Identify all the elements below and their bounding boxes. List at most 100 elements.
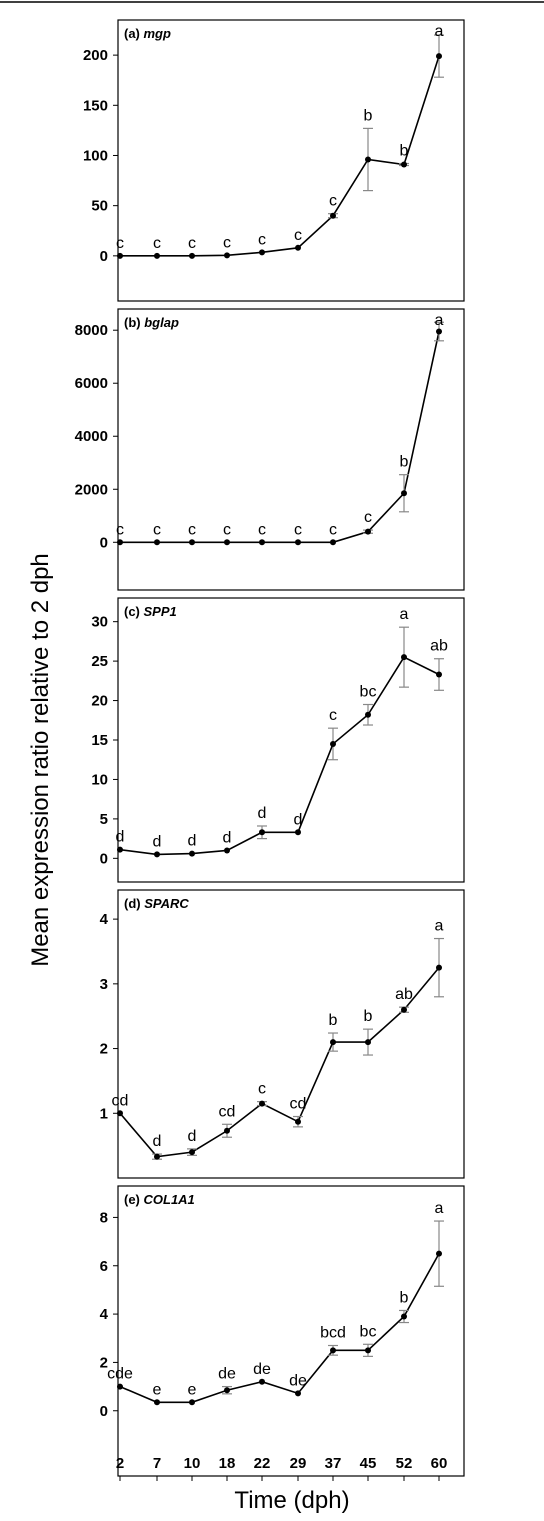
x-tick-label: 52 (396, 1455, 413, 1472)
x-tick-label: 2 (116, 1455, 124, 1472)
data-point-b (189, 539, 195, 546)
y-tick-label-b: 2000 (75, 481, 108, 498)
x-tick-label: 60 (431, 1455, 448, 1472)
y-tick-label-c: 30 (91, 614, 108, 631)
data-point-a (330, 212, 336, 219)
y-tick-label-c: 5 (100, 811, 108, 828)
data-point-a (365, 156, 371, 163)
panel-a: (a) mgp 0 50 100 150 200 c c c c c c c b b a (83, 23, 444, 265)
significance-label-a: b (400, 143, 409, 160)
significance-label-e: bcd (320, 1325, 346, 1342)
y-tick-label-d: 2 (100, 1041, 108, 1058)
data-point-b (154, 539, 160, 546)
y-tick-label-a: 200 (83, 47, 108, 64)
data-point-d (295, 1118, 301, 1125)
y-tick-label-e: 2 (100, 1354, 108, 1371)
significance-label-b: c (258, 521, 266, 538)
panel-label-c: (c) SPP1 (124, 604, 177, 619)
data-point-c (259, 829, 265, 836)
gene-name-d: SPARC (144, 896, 189, 911)
significance-label-a: c (329, 193, 337, 210)
significance-label-b: c (116, 521, 124, 538)
y-tick-label-e: 4 (100, 1306, 109, 1323)
panel-prefix-c: (c) (124, 604, 144, 619)
significance-label-c: ab (430, 638, 448, 655)
panel-prefix-a: (a) (124, 26, 144, 41)
data-point-c (401, 654, 407, 661)
data-point-e (330, 1347, 336, 1354)
y-tick-label-c: 0 (100, 850, 108, 867)
x-tick-label: 7 (153, 1455, 161, 1472)
significance-label-b: c (223, 521, 231, 538)
significance-label-b: c (329, 521, 337, 538)
significance-label-d: c (258, 1081, 266, 1098)
y-tick-label-c: 15 (91, 732, 108, 749)
data-point-d (117, 1110, 123, 1117)
significance-label-d: b (329, 1012, 338, 1029)
significance-label-e: de (253, 1361, 271, 1378)
x-tick-label: 10 (184, 1455, 201, 1472)
significance-label-c: d (223, 829, 232, 846)
significance-label-d: cd (112, 1092, 129, 1109)
data-point-c (224, 847, 230, 854)
x-tick-label: 45 (360, 1455, 377, 1472)
significance-label-e: de (218, 1366, 236, 1383)
significance-label-d: d (153, 1133, 162, 1150)
x-tick-label: 37 (325, 1455, 342, 1472)
data-point-c (189, 850, 195, 857)
significance-label-c: d (258, 805, 267, 822)
data-point-b (117, 539, 123, 546)
x-tick-label: 22 (254, 1455, 271, 1472)
data-point-e (436, 1250, 442, 1257)
series-line-b (120, 331, 440, 544)
significance-label-b: c (188, 521, 196, 538)
panel-b: (b) bglap 0 2000 4000 6000 8000 c c c c c c c c b a (75, 312, 444, 551)
gene-name-e: COL1A1 (144, 1192, 195, 1207)
significance-label-e: a (435, 1200, 444, 1217)
series-line-d (119, 967, 440, 1158)
data-point-c (295, 829, 301, 836)
significance-label-a: c (153, 235, 161, 252)
data-point-b (401, 490, 407, 497)
data-point-a (224, 252, 230, 259)
y-tick-label-d: 3 (100, 976, 108, 993)
data-point-c (436, 671, 442, 678)
significance-label-b: b (400, 454, 409, 471)
significance-label-a: c (116, 235, 124, 252)
y-tick-label-e: 6 (100, 1258, 108, 1275)
significance-label-b: c (153, 521, 161, 538)
significance-label-a: c (294, 227, 302, 244)
significance-label-b: c (294, 521, 302, 538)
y-axis-title: Mean expression ratio relative to 2 dph (27, 553, 54, 967)
data-point-d (189, 1149, 195, 1156)
data-point-c (365, 711, 371, 718)
significance-label-c: a (400, 606, 409, 623)
significance-label-d: b (364, 1008, 373, 1025)
gene-name-b: bglap (144, 315, 179, 330)
data-point-e (117, 1383, 123, 1390)
significance-label-d: a (435, 918, 444, 935)
significance-label-c: d (116, 829, 125, 846)
data-point-a (154, 252, 160, 259)
significance-label-b: a (435, 312, 444, 329)
significance-label-d: cd (290, 1096, 307, 1113)
data-point-a (436, 53, 442, 60)
panel-frame-c (117, 597, 465, 883)
x-tick-label: 18 (219, 1455, 236, 1472)
significance-label-c: d (294, 811, 303, 828)
data-point-a (401, 161, 407, 168)
data-point-a (259, 249, 265, 256)
panel-frame-b (117, 308, 465, 591)
significance-label-a: c (223, 234, 231, 251)
x-axis-ticks: 2 7 10 18 22 29 37 45 52 60 (116, 1455, 448, 1481)
series-line-a (120, 55, 440, 257)
significance-label-a: c (258, 231, 266, 248)
significance-label-a: c (188, 235, 196, 252)
data-point-d (154, 1153, 160, 1160)
data-point-c (154, 851, 160, 858)
significance-label-d: d (188, 1128, 197, 1145)
x-tick-label: 29 (290, 1455, 307, 1472)
y-tick-label-b: 0 (100, 534, 108, 551)
